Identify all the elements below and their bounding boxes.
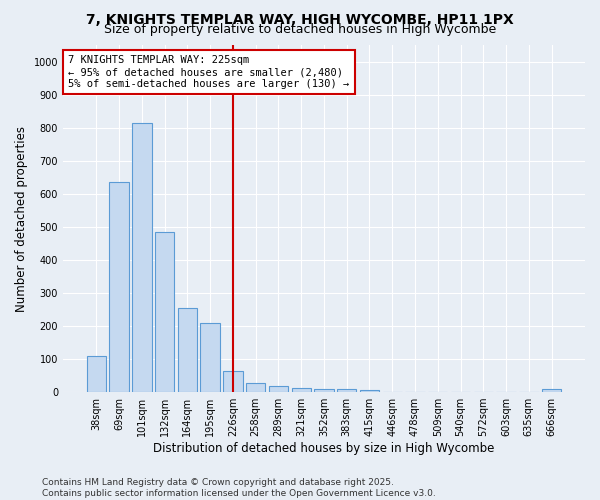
Text: 7 KNIGHTS TEMPLAR WAY: 225sqm
← 95% of detached houses are smaller (2,480)
5% of: 7 KNIGHTS TEMPLAR WAY: 225sqm ← 95% of d… xyxy=(68,56,349,88)
Bar xyxy=(337,389,356,392)
Bar xyxy=(86,356,106,392)
Bar xyxy=(109,182,129,392)
Bar xyxy=(132,122,152,392)
Bar xyxy=(246,383,265,392)
Bar xyxy=(269,386,288,392)
Bar xyxy=(178,308,197,392)
Bar xyxy=(155,232,174,392)
Text: 7, KNIGHTS TEMPLAR WAY, HIGH WYCOMBE, HP11 1PX: 7, KNIGHTS TEMPLAR WAY, HIGH WYCOMBE, HP… xyxy=(86,12,514,26)
Bar xyxy=(360,390,379,392)
Text: Size of property relative to detached houses in High Wycombe: Size of property relative to detached ho… xyxy=(104,22,496,36)
X-axis label: Distribution of detached houses by size in High Wycombe: Distribution of detached houses by size … xyxy=(153,442,494,455)
Bar xyxy=(292,388,311,392)
Bar xyxy=(200,322,220,392)
Bar xyxy=(223,370,242,392)
Text: Contains HM Land Registry data © Crown copyright and database right 2025.
Contai: Contains HM Land Registry data © Crown c… xyxy=(42,478,436,498)
Bar xyxy=(542,389,561,392)
Bar xyxy=(314,390,334,392)
Y-axis label: Number of detached properties: Number of detached properties xyxy=(15,126,28,312)
